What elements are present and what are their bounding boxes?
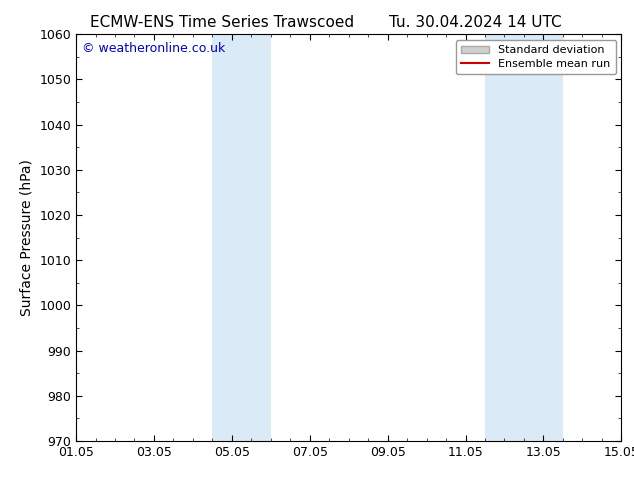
Bar — [212, 34, 271, 441]
Bar — [485, 34, 563, 441]
Y-axis label: Surface Pressure (hPa): Surface Pressure (hPa) — [20, 159, 34, 316]
Legend: Standard deviation, Ensemble mean run: Standard deviation, Ensemble mean run — [456, 40, 616, 74]
Text: © weatheronline.co.uk: © weatheronline.co.uk — [82, 43, 225, 55]
Text: ECMW-ENS Time Series Trawscoed: ECMW-ENS Time Series Trawscoed — [90, 15, 354, 30]
Text: Tu. 30.04.2024 14 UTC: Tu. 30.04.2024 14 UTC — [389, 15, 562, 30]
